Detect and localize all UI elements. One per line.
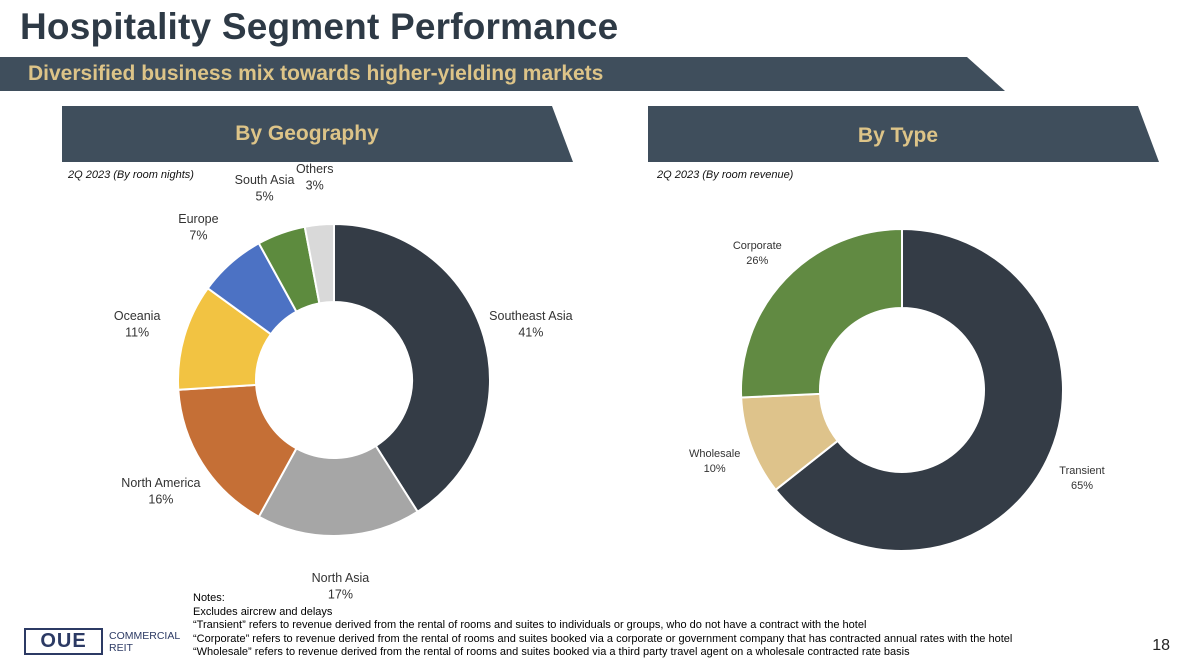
slice-value-label: 7%	[189, 229, 207, 243]
slice-value-label: 65%	[1071, 480, 1093, 492]
slice-label: Transient	[1059, 465, 1104, 477]
slice-label: South Asia	[235, 173, 295, 187]
note-line: “Transient” refers to revenue derived fr…	[193, 619, 867, 632]
subtitle-band	[0, 57, 1005, 91]
slice-label: North America	[121, 476, 200, 490]
slice-value-label: 11%	[125, 325, 149, 339]
slice-others	[303, 222, 335, 305]
notes-heading: Notes:	[193, 592, 225, 604]
slice-corporate	[740, 227, 903, 399]
geography-header: By Geography	[235, 122, 379, 145]
slice-value-label: 16%	[148, 492, 173, 506]
note-line: Excludes aircrew and delays	[193, 605, 333, 618]
slice-label: Oceania	[114, 309, 161, 323]
slice-value-label: 17%	[328, 587, 353, 601]
slice-label: Corporate	[733, 240, 782, 252]
slice-transient	[774, 227, 1064, 552]
logo-line2: REIT	[109, 642, 133, 654]
slice-southeast-asia	[333, 222, 491, 514]
slice-value-label: 5%	[256, 190, 274, 204]
geography-header-band	[62, 106, 573, 162]
slice-label: Europe	[178, 212, 218, 226]
slice-value-label: 26%	[746, 255, 768, 267]
slice-label: Wholesale	[689, 448, 740, 460]
note-line: “Corporate” refers to revenue derived fr…	[193, 632, 1013, 645]
type-header: By Type	[857, 124, 939, 147]
slice-label: North Asia	[312, 571, 370, 585]
logo-line1: COMMERCIAL	[109, 630, 181, 642]
page-number: 18	[1152, 637, 1170, 654]
slice-value-label: 10%	[704, 463, 726, 475]
type-caption: 2Q 2023 (By room revenue)	[657, 169, 794, 181]
logo-mark: OUE	[40, 630, 87, 652]
slice-label: Southeast Asia	[489, 309, 572, 323]
geography-caption: 2Q 2023 (By room nights)	[68, 169, 194, 181]
slice-value-label: 41%	[518, 325, 543, 339]
type-header-band	[648, 106, 1159, 162]
slice-value-label: 3%	[306, 178, 324, 192]
slice-north-asia	[257, 444, 419, 537]
oue-logo: OUE	[24, 628, 103, 655]
slice-north-america	[177, 383, 298, 519]
page-title: Hospitality Segment Performance	[20, 6, 619, 47]
note-line: “Wholesale” refers to revenue derived fr…	[193, 646, 910, 659]
page-subtitle: Diversified business mix towards higher-…	[28, 62, 604, 85]
slice-label: Others	[296, 162, 334, 176]
notes: Notes: Excludes aircrew and delays “Tran…	[193, 592, 1012, 660]
logo-caption: COMMERCIAL REIT	[109, 630, 180, 654]
